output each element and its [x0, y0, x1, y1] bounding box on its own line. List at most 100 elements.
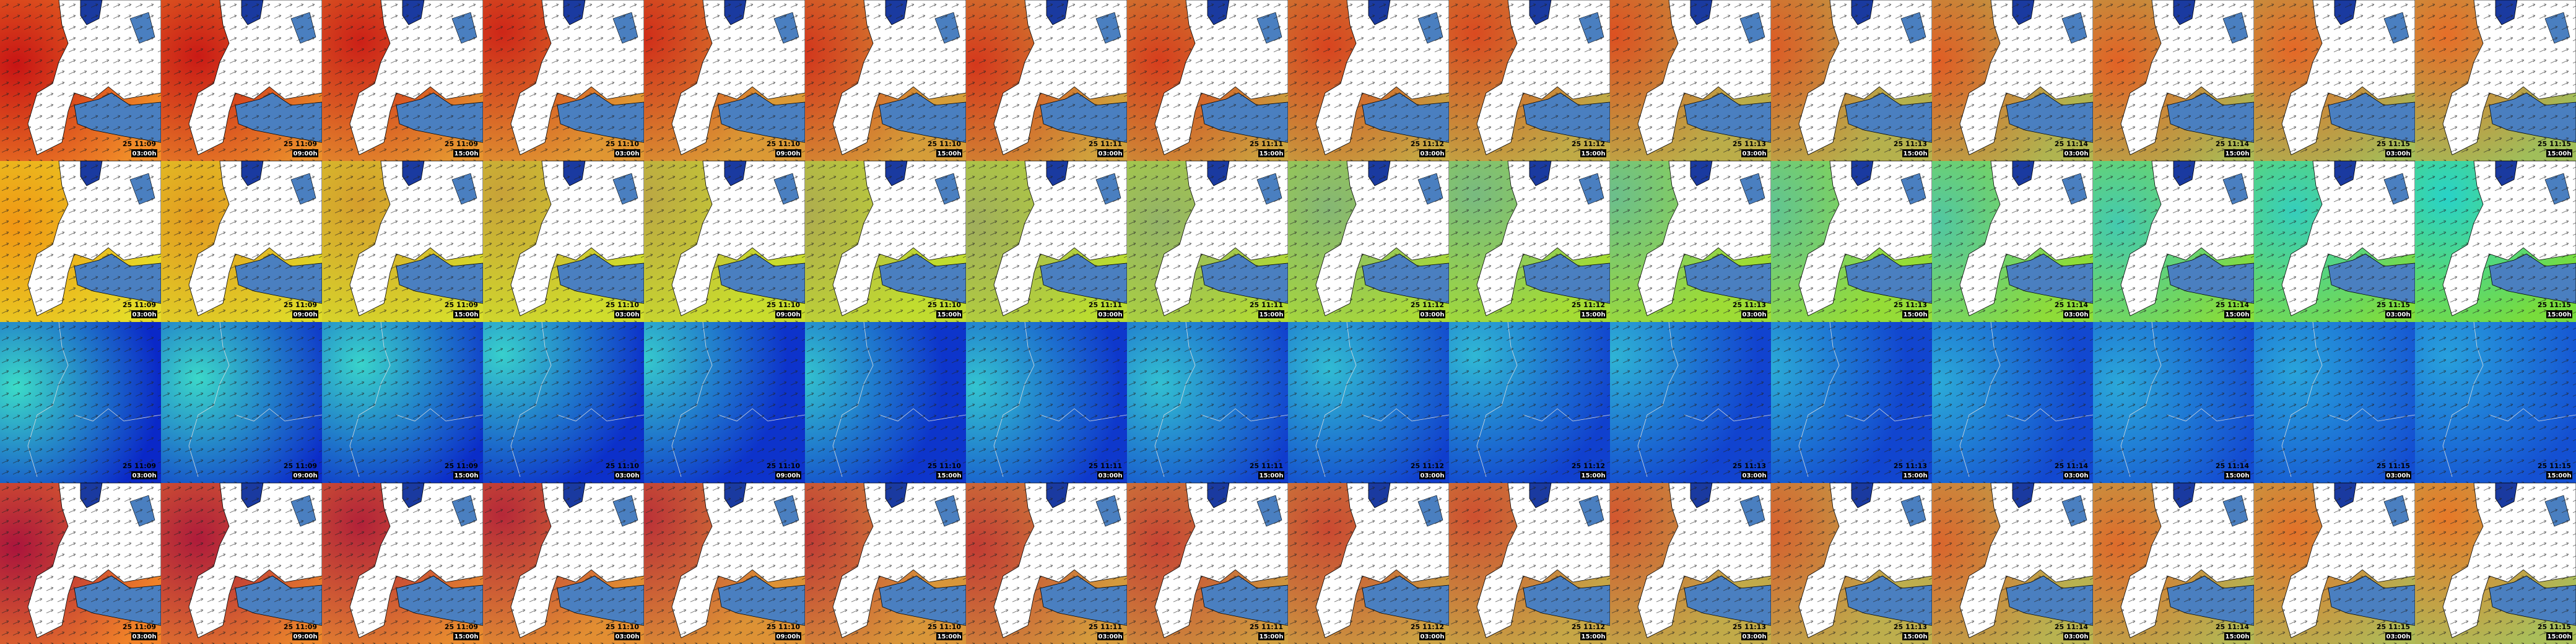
date-label: 25 11:10 [606, 301, 639, 309]
date-label: 25 11:13 [1733, 462, 1766, 470]
time-box [453, 471, 479, 479]
wind-arrows [1610, 483, 1771, 644]
date-label: 25 11:15 [2538, 462, 2571, 470]
time-box [2385, 632, 2411, 640]
map-tile: 25 11:09 15:00h [322, 160, 484, 322]
time-label: 03:00h [133, 311, 157, 318]
wind-arrows [2415, 0, 2576, 161]
wind-arrows [161, 0, 322, 161]
wind-arrows [1127, 483, 1288, 644]
map-tile: 25 11:10 03:00h [483, 321, 645, 483]
wind-arrows [2093, 322, 2254, 483]
map-tile: 25 11:14 03:00h [1932, 0, 2094, 161]
map-tile: 25 11:13 03:00h [1610, 160, 1772, 322]
time-box [2224, 632, 2250, 640]
map-tile: 25 11:11 03:00h [966, 321, 1128, 483]
map-tile: 25 11:09 09:00h [161, 0, 323, 161]
time-box [2546, 632, 2572, 640]
time-box [2546, 149, 2572, 157]
wind-arrows [0, 322, 161, 483]
wind-arrows [322, 322, 483, 483]
time-label: 09:00h [777, 472, 801, 479]
time-box [292, 632, 318, 640]
map-tile: 25 11:11 03:00h [966, 0, 1128, 161]
time-label: 15:00h [2226, 633, 2250, 640]
time-label: 03:00h [133, 472, 157, 479]
date-label: 25 11:10 [928, 462, 961, 470]
time-label: 03:00h [1099, 472, 1123, 479]
date-label: 25 11:12 [1572, 140, 1605, 148]
map-tile: 25 11:09 15:00h [322, 482, 484, 644]
wind-arrows [2254, 161, 2415, 322]
date-label: 25 11:10 [606, 623, 639, 631]
wind-arrows [1932, 322, 2093, 483]
date-label: 25 11:14 [2055, 623, 2088, 631]
date-label: 25 11:12 [1572, 623, 1605, 631]
time-box [2063, 471, 2089, 479]
time-box [2385, 471, 2411, 479]
map-tile: 25 11:11 15:00h [1127, 160, 1289, 322]
wind-arrows [1932, 0, 2093, 161]
time-box [453, 149, 479, 157]
time-box [1097, 632, 1123, 640]
time-label: 15:00h [1260, 150, 1284, 157]
time-box [1258, 471, 1284, 479]
wind-arrows [644, 483, 805, 644]
wind-arrows [1932, 161, 2093, 322]
date-label: 25 11:12 [1572, 301, 1605, 309]
date-label: 25 11:11 [1089, 623, 1122, 631]
time-box [453, 632, 479, 640]
date-label: 25 11:10 [606, 140, 639, 148]
wind-arrows [161, 483, 322, 644]
time-label: 15:00h [2548, 311, 2572, 318]
wind-arrows [2093, 161, 2254, 322]
wind-arrows [1449, 161, 1610, 322]
map-tile: 25 11:10 03:00h [483, 160, 645, 322]
map-tile: 25 11:10 09:00h [644, 0, 806, 161]
time-box [2063, 149, 2089, 157]
wind-arrows [1288, 322, 1449, 483]
map-tile: 25 11:14 03:00h [1932, 321, 2094, 483]
time-label: 03:00h [133, 633, 157, 640]
time-label: 15:00h [1260, 472, 1284, 479]
time-box [2063, 310, 2089, 318]
time-label: 15:00h [938, 472, 962, 479]
time-box [2224, 310, 2250, 318]
wind-arrows [2415, 161, 2576, 322]
time-label: 09:00h [777, 633, 801, 640]
time-label: 03:00h [2065, 150, 2089, 157]
date-label: 25 11:10 [606, 462, 639, 470]
date-label: 25 11:09 [123, 140, 156, 148]
time-box [131, 310, 157, 318]
wind-arrows [966, 322, 1127, 483]
time-box [131, 632, 157, 640]
time-label: 09:00h [294, 150, 318, 157]
time-box [1097, 310, 1123, 318]
date-label: 25 11:11 [1250, 623, 1283, 631]
wind-arrows [1288, 161, 1449, 322]
date-label: 25 11:11 [1089, 140, 1122, 148]
wind-arrows [2254, 322, 2415, 483]
map-tile: 25 11:10 15:00h [805, 482, 967, 644]
time-box [1580, 310, 1606, 318]
time-label: 03:00h [2387, 633, 2411, 640]
map-tile: 25 11:09 03:00h [0, 160, 162, 322]
date-label: 25 11:14 [2055, 140, 2088, 148]
wind-arrows [1288, 483, 1449, 644]
wind-arrows [0, 161, 161, 322]
time-label: 03:00h [1421, 472, 1445, 479]
map-tile: 25 11:13 15:00h [1771, 482, 1933, 644]
date-label: 25 11:10 [928, 623, 961, 631]
map-tile: 25 11:15 15:00h [2415, 321, 2576, 483]
time-label: 15:00h [2226, 150, 2250, 157]
time-box [453, 310, 479, 318]
map-tile: 25 11:09 09:00h [161, 160, 323, 322]
wind-arrows [805, 161, 966, 322]
time-box [2224, 149, 2250, 157]
map-tile: 25 11:11 03:00h [966, 482, 1128, 644]
time-label: 09:00h [294, 311, 318, 318]
map-tile: 25 11:15 15:00h [2415, 482, 2576, 644]
map-tile: 25 11:14 03:00h [1932, 482, 2094, 644]
